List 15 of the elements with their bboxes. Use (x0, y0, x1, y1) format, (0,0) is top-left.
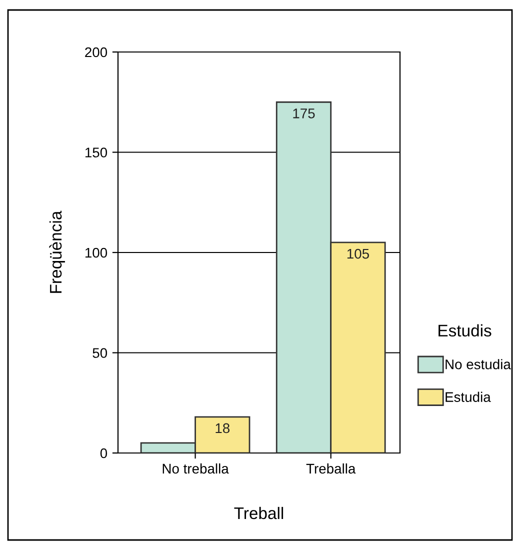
data-label: 175 (293, 108, 315, 118)
y-tick-label: 200 (85, 47, 108, 58)
data-label: 105 (347, 248, 369, 259)
y-tick-label: 150 (85, 148, 108, 158)
y-axis-title: Freqüència (49, 210, 65, 293)
x-axis-title: Treball (234, 506, 284, 520)
x-tick-label: Treballa (306, 463, 356, 474)
y-tick-label: 0 (100, 448, 108, 458)
y-tick-label: 100 (85, 248, 108, 258)
y-tick-label: 50 (92, 348, 108, 358)
legend-label: Estudia (446, 392, 491, 402)
data-label: 18 (216, 423, 230, 434)
x-tick-label: No treballa (162, 463, 229, 474)
legend-title: Estudis (438, 324, 492, 337)
legend-label: No estudia (446, 359, 511, 370)
